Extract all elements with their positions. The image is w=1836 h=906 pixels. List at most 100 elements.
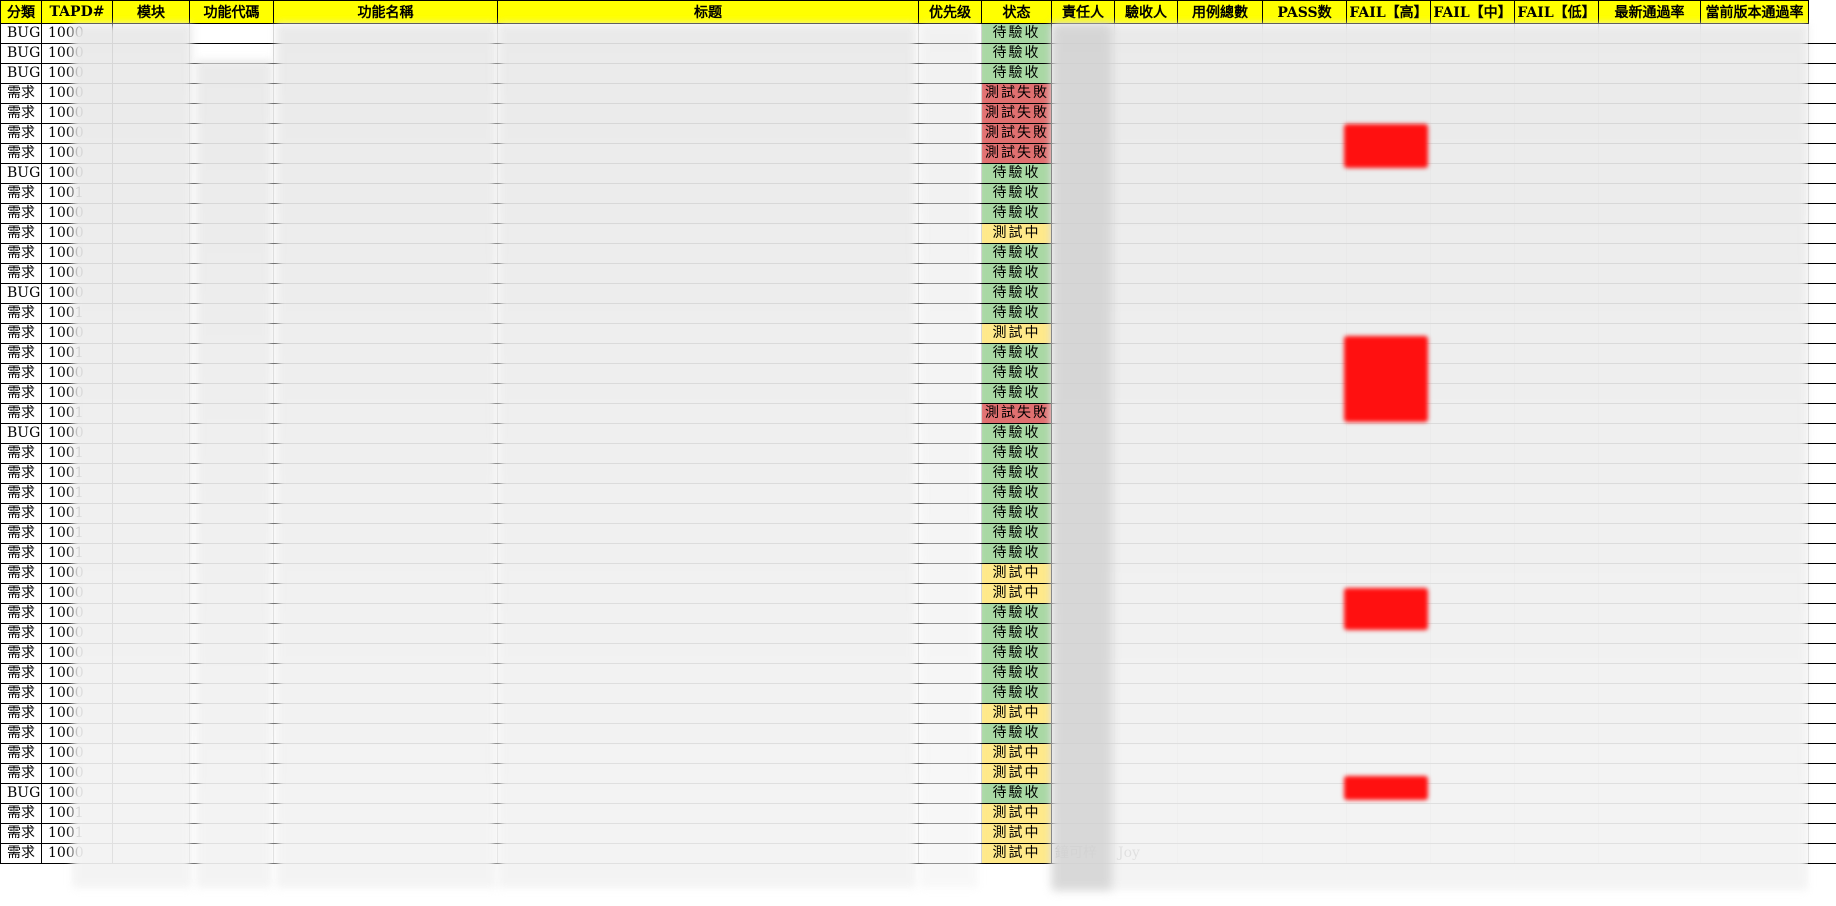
header-case-total[interactable]: 用例總數 [1177, 0, 1263, 24]
category-cell[interactable]: 需求 [0, 483, 42, 504]
category-cell[interactable]: 需求 [0, 543, 42, 564]
header-fail-high[interactable]: FAIL【高】 [1346, 0, 1431, 24]
category-cell[interactable]: 需求 [0, 663, 42, 684]
status-cell[interactable]: 待驗收 [981, 343, 1052, 364]
category-cell[interactable]: BUG [0, 23, 42, 44]
category-cell[interactable]: 需求 [0, 463, 42, 484]
category-cell[interactable]: 需求 [0, 503, 42, 524]
category-cell[interactable]: 需求 [0, 803, 42, 824]
status-cell[interactable]: 待驗收 [981, 523, 1052, 544]
status-cell[interactable]: 測試失敗 [981, 83, 1052, 104]
category-cell[interactable]: BUG [0, 43, 42, 64]
category-cell[interactable]: 需求 [0, 263, 42, 284]
status-cell[interactable]: 待驗收 [981, 283, 1052, 304]
header-function-code[interactable]: 功能代碼 [189, 0, 274, 24]
category-cell[interactable]: 需求 [0, 763, 42, 784]
header-status[interactable]: 状态 [981, 0, 1052, 24]
category-cell[interactable]: 需求 [0, 443, 42, 464]
category-cell[interactable]: BUG [0, 63, 42, 84]
header-priority[interactable]: 优先级 [918, 0, 982, 24]
status-cell[interactable]: 待驗收 [981, 203, 1052, 224]
category-cell[interactable]: 需求 [0, 323, 42, 344]
category-cell[interactable]: 需求 [0, 303, 42, 324]
status-cell[interactable]: 測試失敗 [981, 143, 1052, 164]
header-owner[interactable]: 責任人 [1051, 0, 1115, 24]
status-cell[interactable]: 待驗收 [981, 23, 1052, 44]
status-cell[interactable]: 測試失敗 [981, 403, 1052, 424]
category-cell[interactable]: 需求 [0, 683, 42, 704]
status-cell[interactable]: 測試中 [981, 823, 1052, 844]
category-cell[interactable]: 需求 [0, 363, 42, 384]
header-tapd[interactable]: TAPD# [41, 0, 113, 24]
header-module[interactable]: 模块 [112, 0, 190, 24]
status-cell[interactable]: 待驗收 [981, 363, 1052, 384]
status-cell[interactable]: 測試失敗 [981, 103, 1052, 124]
data-cell[interactable] [189, 23, 274, 44]
status-cell[interactable]: 測試中 [981, 563, 1052, 584]
status-cell[interactable]: 待驗收 [981, 263, 1052, 284]
category-cell[interactable]: 需求 [0, 523, 42, 544]
status-cell[interactable]: 待驗收 [981, 383, 1052, 404]
header-title[interactable]: 标题 [497, 0, 919, 24]
header-function-name[interactable]: 功能名稱 [273, 0, 498, 24]
category-cell[interactable]: 需求 [0, 123, 42, 144]
category-cell[interactable]: 需求 [0, 343, 42, 364]
status-cell[interactable]: 待驗收 [981, 163, 1052, 184]
header-pass-count[interactable]: PASS数 [1262, 0, 1347, 24]
status-cell[interactable]: 待驗收 [981, 63, 1052, 84]
category-cell[interactable]: 需求 [0, 243, 42, 264]
category-cell[interactable]: 需求 [0, 643, 42, 664]
status-cell[interactable]: 測試失敗 [981, 123, 1052, 144]
category-cell[interactable]: 需求 [0, 583, 42, 604]
category-cell[interactable]: 需求 [0, 623, 42, 644]
status-cell[interactable]: 待驗收 [981, 643, 1052, 664]
category-cell[interactable]: 需求 [0, 103, 42, 124]
status-cell[interactable]: 待驗收 [981, 243, 1052, 264]
status-cell[interactable]: 待驗收 [981, 483, 1052, 504]
status-cell[interactable]: 測試中 [981, 843, 1052, 864]
status-cell[interactable]: 待驗收 [981, 683, 1052, 704]
header-current-pass-rate[interactable]: 當前版本通過率 [1700, 0, 1809, 24]
status-cell[interactable]: 待驗收 [981, 443, 1052, 464]
status-cell[interactable]: 待驗收 [981, 663, 1052, 684]
header-fail-low[interactable]: FAIL【低】 [1514, 0, 1599, 24]
status-cell[interactable]: 測試中 [981, 703, 1052, 724]
category-cell[interactable]: 需求 [0, 723, 42, 744]
status-cell[interactable]: 待驗收 [981, 463, 1052, 484]
category-cell[interactable]: 需求 [0, 843, 42, 864]
status-cell[interactable]: 測試中 [981, 763, 1052, 784]
status-cell[interactable]: 待驗收 [981, 723, 1052, 744]
status-cell[interactable]: 測試中 [981, 583, 1052, 604]
header-category[interactable]: 分類 [0, 0, 42, 24]
category-cell[interactable]: 需求 [0, 603, 42, 624]
category-cell[interactable]: 需求 [0, 203, 42, 224]
category-cell[interactable]: BUG [0, 423, 42, 444]
status-cell[interactable]: 待驗收 [981, 543, 1052, 564]
status-cell[interactable]: 測試中 [981, 803, 1052, 824]
category-cell[interactable]: 需求 [0, 223, 42, 244]
status-cell[interactable]: 待驗收 [981, 303, 1052, 324]
category-cell[interactable]: 需求 [0, 403, 42, 424]
status-cell[interactable]: 待驗收 [981, 423, 1052, 444]
category-cell[interactable]: 需求 [0, 383, 42, 404]
category-cell[interactable]: 需求 [0, 183, 42, 204]
status-cell[interactable]: 測試中 [981, 223, 1052, 244]
status-cell[interactable]: 測試中 [981, 743, 1052, 764]
header-acceptor[interactable]: 驗收人 [1114, 0, 1178, 24]
category-cell[interactable]: 需求 [0, 83, 42, 104]
status-cell[interactable]: 待驗收 [981, 603, 1052, 624]
category-cell[interactable]: BUG [0, 163, 42, 184]
status-cell[interactable]: 待驗收 [981, 43, 1052, 64]
category-cell[interactable]: 需求 [0, 563, 42, 584]
status-cell[interactable]: 待驗收 [981, 783, 1052, 804]
category-cell[interactable]: BUG [0, 283, 42, 304]
status-cell[interactable]: 待驗收 [981, 623, 1052, 644]
status-cell[interactable]: 待驗收 [981, 183, 1052, 204]
status-cell[interactable]: 測試中 [981, 323, 1052, 344]
category-cell[interactable]: BUG [0, 783, 42, 804]
category-cell[interactable]: 需求 [0, 743, 42, 764]
category-cell[interactable]: 需求 [0, 703, 42, 724]
category-cell[interactable]: 需求 [0, 823, 42, 844]
category-cell[interactable]: 需求 [0, 143, 42, 164]
header-latest-pass-rate[interactable]: 最新通過率 [1598, 0, 1701, 24]
